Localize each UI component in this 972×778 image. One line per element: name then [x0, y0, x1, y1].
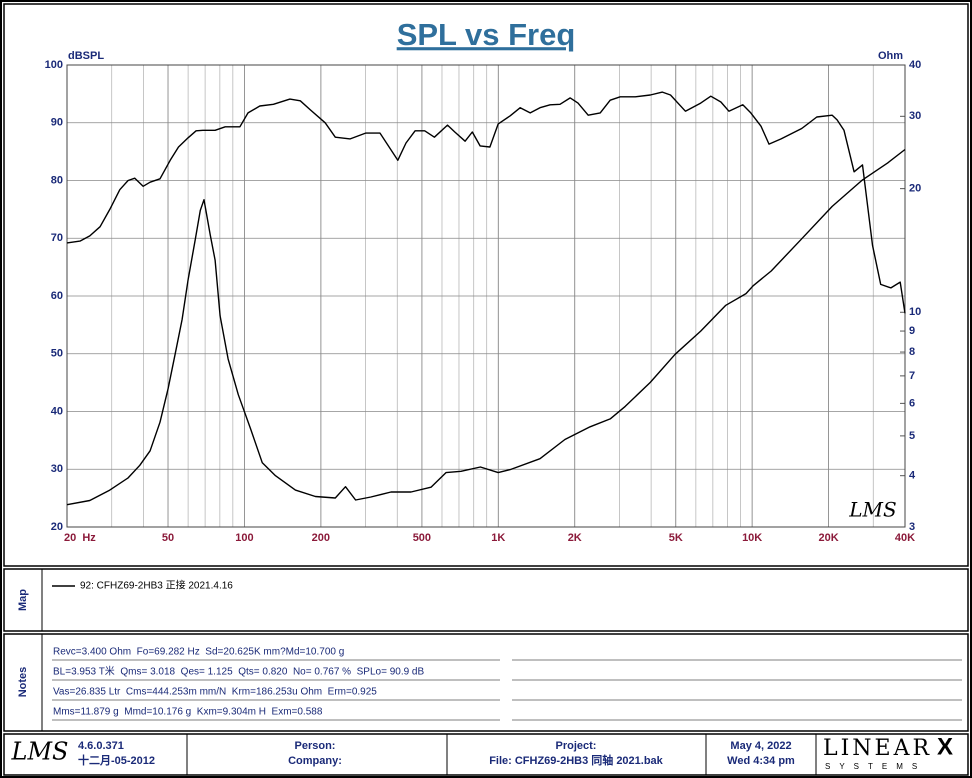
note-line: BL=3.953 T米 Qms= 3.018 Qes= 1.125 Qts= 0…: [53, 665, 424, 678]
note-line: Revc=3.400 Ohm Fo=69.282 Hz Sd=20.625K m…: [53, 647, 344, 658]
y-tick-label: 100: [45, 59, 63, 71]
x-tick-label: 10K: [742, 532, 762, 544]
y-tick-label: 80: [51, 174, 63, 186]
y2-tick-label: 30: [909, 110, 921, 122]
x-tick-label: 100: [235, 532, 253, 544]
x-tick-label: 5K: [669, 532, 683, 544]
map-title: Map: [17, 589, 29, 611]
x-tick-label: 500: [413, 532, 431, 544]
note-line: Vas=26.835 Ltr Cms=444.253m mm/N Krm=186…: [53, 687, 377, 698]
chart-title: SPL vs Freq: [397, 17, 576, 52]
legend-entry: 92: CFHZ69-2HB3 正接 2021.4.16: [80, 579, 233, 592]
y2-tick-label: 3: [909, 521, 915, 533]
x-tick-label: 50: [162, 532, 174, 544]
footer-logo: LMS: [11, 738, 69, 766]
map-panel: [3, 568, 969, 632]
y2-tick-label: 7: [909, 370, 915, 382]
x-tick-label: 20K: [818, 532, 838, 544]
footer-project: Project:: [556, 740, 597, 752]
x-tick-label: 1K: [491, 532, 505, 544]
y2-tick-label: 10: [909, 306, 921, 318]
x-tick-label: 200: [312, 532, 330, 544]
note-line: Mms=11.879 g Mmd=10.176 g Kxm=9.304m H E…: [53, 707, 323, 718]
plot: 20 Hz 50 100 200 500 1K 2K 5K 10K 20K 40K 20 30 40 50 6…: [45, 59, 922, 544]
y-tick-label: 20: [51, 521, 63, 533]
brand-sub: SYSTEMS: [825, 762, 926, 771]
y2-tick-label: 9: [909, 325, 915, 337]
y-tick-label: 30: [51, 463, 63, 475]
plot-frame: [66, 64, 906, 528]
y-axis-label: dBSPL: [68, 50, 104, 62]
notes: Revc=3.400 Ohm Fo=69.282 Hz Sd=20.625K m…: [52, 647, 962, 721]
footer-panel: [3, 733, 969, 776]
y2-tick-label: 40: [909, 59, 921, 71]
brand-mark: X: [937, 733, 953, 760]
y2-tick-label: 6: [909, 397, 915, 409]
y2-axis-label: Ohm: [878, 50, 903, 62]
signature: LMS: [848, 498, 896, 522]
brand: LINEAR: [823, 736, 932, 761]
series-line: [66, 91, 906, 314]
y-tick-label: 70: [51, 232, 63, 244]
x-tick-label: 2K: [568, 532, 582, 544]
y-tick-label: 50: [51, 348, 63, 360]
y-tick-label: 40: [51, 405, 63, 417]
footer-date: May 4, 2022: [730, 740, 791, 752]
notes-title: Notes: [17, 667, 29, 698]
y2-tick-label: 8: [909, 346, 915, 358]
footer-build-date: 十二月-05-2012: [78, 753, 155, 767]
footer-version: 4.6.0.371: [78, 740, 124, 752]
notes-panel: [3, 633, 969, 732]
footer-time: Wed 4:34 pm: [727, 755, 795, 767]
series-line: [66, 148, 906, 506]
footer-company: Company:: [288, 755, 342, 767]
y-tick-label: 90: [51, 117, 63, 129]
y2-tick-label: 4: [909, 470, 916, 482]
y-tick-label: 60: [51, 290, 63, 302]
y2-tick-label: 20: [909, 183, 921, 195]
y2-tick-label: 5: [909, 430, 915, 442]
footer-file: File: CFHZ69-2HB3 同轴 2021.bak: [489, 753, 663, 767]
x-tick-label: 20 Hz: [64, 532, 96, 544]
x-tick-label: 40K: [895, 532, 915, 544]
footer-person: Person:: [295, 740, 336, 752]
